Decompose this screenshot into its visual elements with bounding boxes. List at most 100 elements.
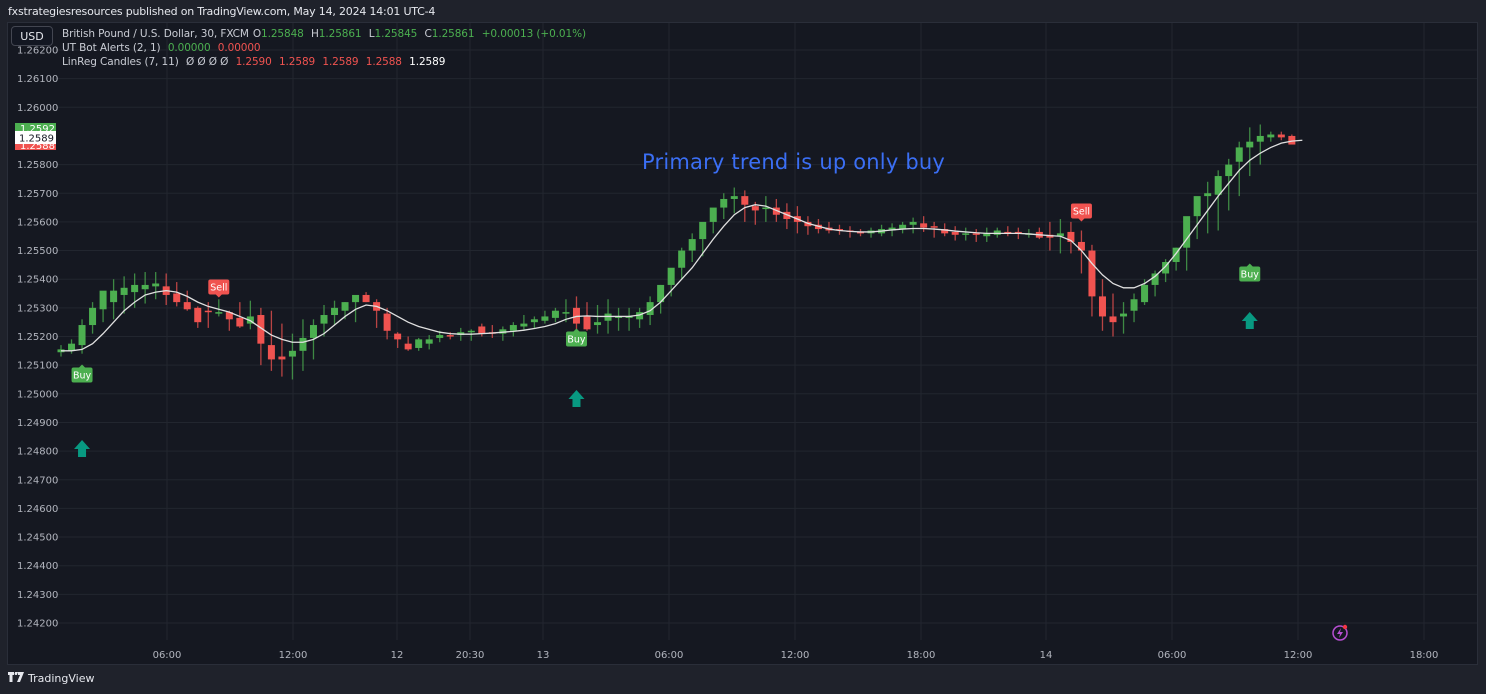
candle[interactable]	[1162, 259, 1170, 283]
candle[interactable]	[867, 227, 875, 238]
candle[interactable]	[762, 196, 770, 222]
candle[interactable]	[1246, 127, 1254, 177]
candle[interactable]	[909, 217, 917, 234]
candle[interactable]	[551, 307, 559, 323]
candle[interactable]	[962, 227, 970, 241]
candle[interactable]	[541, 310, 549, 324]
candle[interactable]	[1204, 181, 1212, 234]
candle[interactable]	[299, 319, 307, 371]
candle[interactable]	[152, 272, 160, 300]
candle[interactable]	[678, 247, 686, 280]
buy-signal-label[interactable]: Buy	[71, 364, 93, 383]
candle[interactable]	[404, 336, 412, 351]
candle[interactable]	[373, 299, 381, 328]
candle[interactable]	[1256, 124, 1264, 165]
candle[interactable]	[730, 187, 738, 214]
candle[interactable]	[1183, 216, 1191, 271]
candle[interactable]	[951, 226, 959, 241]
candle[interactable]	[257, 307, 265, 366]
candle[interactable]	[509, 322, 517, 337]
candle[interactable]	[162, 273, 170, 305]
candle[interactable]	[183, 290, 191, 311]
candle[interactable]	[1098, 279, 1106, 331]
sell-signal-label[interactable]: Sell	[1070, 203, 1092, 222]
candle[interactable]	[920, 216, 928, 232]
candle[interactable]	[236, 302, 244, 328]
candle[interactable]	[1267, 131, 1275, 142]
symbol-name[interactable]: British Pound / U.S. Dollar, 30, FXCM	[62, 28, 249, 40]
candle[interactable]	[520, 315, 528, 331]
candle[interactable]	[741, 190, 749, 222]
candle[interactable]	[267, 310, 275, 371]
candle[interactable]	[488, 325, 496, 338]
indicator-ut-bot[interactable]: UT Bot Alerts (2, 1)	[62, 42, 161, 54]
candle[interactable]	[1067, 221, 1075, 254]
candle[interactable]	[1004, 226, 1012, 237]
candle[interactable]	[110, 279, 118, 320]
buy-signal-label[interactable]: Buy	[1239, 263, 1261, 282]
candle[interactable]	[857, 229, 865, 237]
candle[interactable]	[825, 221, 833, 234]
candle[interactable]	[120, 276, 128, 314]
candle[interactable]	[215, 299, 223, 317]
candle[interactable]	[1035, 227, 1043, 240]
candle[interactable]	[720, 193, 728, 220]
candle[interactable]	[615, 307, 623, 331]
chart-frame[interactable]	[7, 22, 1478, 665]
candle[interactable]	[194, 306, 202, 328]
candle[interactable]	[1088, 244, 1096, 317]
candle[interactable]	[657, 284, 665, 314]
candle[interactable]	[1077, 230, 1085, 274]
candle[interactable]	[1151, 270, 1159, 297]
candle[interactable]	[1277, 131, 1285, 141]
candle[interactable]	[99, 290, 107, 323]
candle[interactable]	[699, 221, 707, 257]
candle[interactable]	[709, 207, 717, 234]
candle[interactable]	[425, 335, 433, 350]
candle[interactable]	[625, 307, 633, 331]
candle[interactable]	[804, 216, 812, 235]
candle[interactable]	[1214, 170, 1222, 231]
candle[interactable]	[320, 304, 328, 337]
candle[interactable]	[983, 227, 991, 242]
candle[interactable]	[751, 201, 759, 225]
candle[interactable]	[835, 224, 843, 235]
candle[interactable]	[141, 272, 149, 304]
candle[interactable]	[278, 323, 286, 377]
candle[interactable]	[562, 299, 570, 323]
sell-signal-label[interactable]: Sell	[208, 279, 230, 298]
candle[interactable]	[972, 229, 980, 242]
candle[interactable]	[1193, 196, 1201, 240]
candle[interactable]	[1172, 247, 1180, 271]
candle[interactable]	[499, 326, 507, 341]
candle[interactable]	[394, 332, 402, 348]
candle[interactable]	[478, 323, 486, 337]
candle[interactable]	[246, 300, 254, 330]
buy-signal-label[interactable]: Buy	[565, 328, 587, 347]
candle[interactable]	[362, 292, 370, 303]
candle[interactable]	[667, 267, 675, 297]
candle[interactable]	[530, 316, 538, 328]
candle[interactable]	[993, 227, 1001, 238]
candle[interactable]	[636, 307, 644, 328]
candle[interactable]	[1109, 293, 1117, 337]
candle[interactable]	[467, 329, 475, 341]
candle[interactable]	[331, 300, 339, 326]
candle[interactable]	[383, 307, 391, 340]
candle[interactable]	[1288, 134, 1296, 145]
candle[interactable]	[1235, 141, 1243, 197]
lightning-icon[interactable]	[1332, 624, 1348, 641]
candle[interactable]	[688, 233, 696, 263]
trend-annotation[interactable]: Primary trend is up only buy	[642, 150, 945, 174]
candle[interactable]	[225, 310, 233, 331]
candle[interactable]	[288, 333, 296, 380]
candle[interactable]	[78, 319, 86, 354]
candle[interactable]	[415, 337, 423, 351]
candle[interactable]	[1130, 293, 1138, 323]
candle[interactable]	[594, 304, 602, 334]
candle[interactable]	[899, 221, 907, 234]
candle[interactable]	[783, 203, 791, 230]
candle[interactable]	[1225, 158, 1233, 211]
candle[interactable]	[89, 302, 97, 334]
